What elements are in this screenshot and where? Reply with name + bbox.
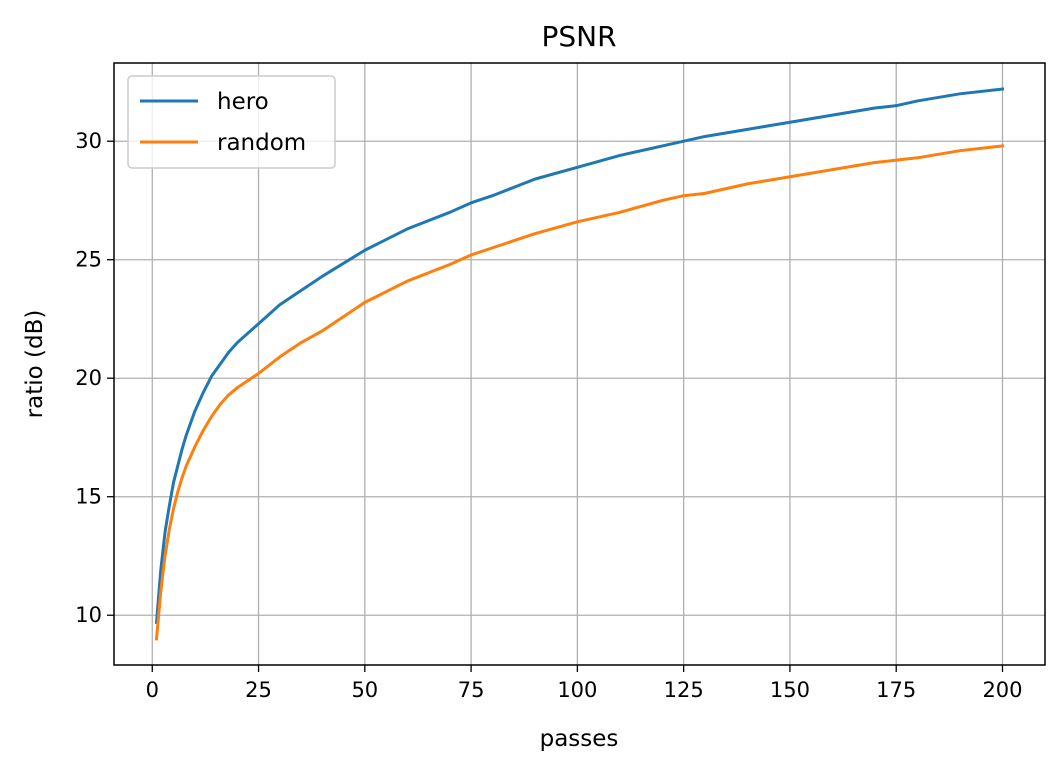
x-tick-label: 175	[876, 678, 916, 702]
x-tick-label: 75	[458, 678, 485, 702]
y-axis-label: ratio (dB)	[22, 310, 48, 419]
legend-label-hero: hero	[217, 89, 269, 115]
series-lines	[154, 87, 1005, 641]
legend-label-random: random	[217, 130, 306, 156]
x-tick-label: 0	[146, 678, 159, 702]
y-tick-label: 25	[75, 248, 102, 272]
x-tick-label: 200	[982, 678, 1022, 702]
x-axis-label: passes	[540, 726, 619, 752]
chart-title: PSNR	[541, 20, 616, 53]
x-tick-label: 50	[351, 678, 378, 702]
legend-box	[127, 75, 336, 169]
y-tick-label: 10	[75, 603, 102, 627]
y-ticks: 10 15 20 25 30	[75, 129, 114, 627]
x-tick-label: 100	[557, 678, 597, 702]
x-tick-label: 25	[245, 678, 272, 702]
legend: hero random	[127, 75, 336, 169]
x-ticks: 0 25 50 75 100 125 150 175 200	[146, 665, 1023, 702]
plot-frame	[113, 62, 1046, 666]
y-tick-label: 15	[75, 485, 102, 509]
series-line-random	[154, 144, 1005, 641]
y-tick-label: 30	[75, 129, 102, 153]
y-tick-label: 20	[75, 366, 102, 390]
grid-lines	[114, 63, 1045, 665]
x-tick-label: 150	[770, 678, 810, 702]
series-line-hero	[154, 87, 1005, 624]
x-tick-label: 125	[664, 678, 704, 702]
